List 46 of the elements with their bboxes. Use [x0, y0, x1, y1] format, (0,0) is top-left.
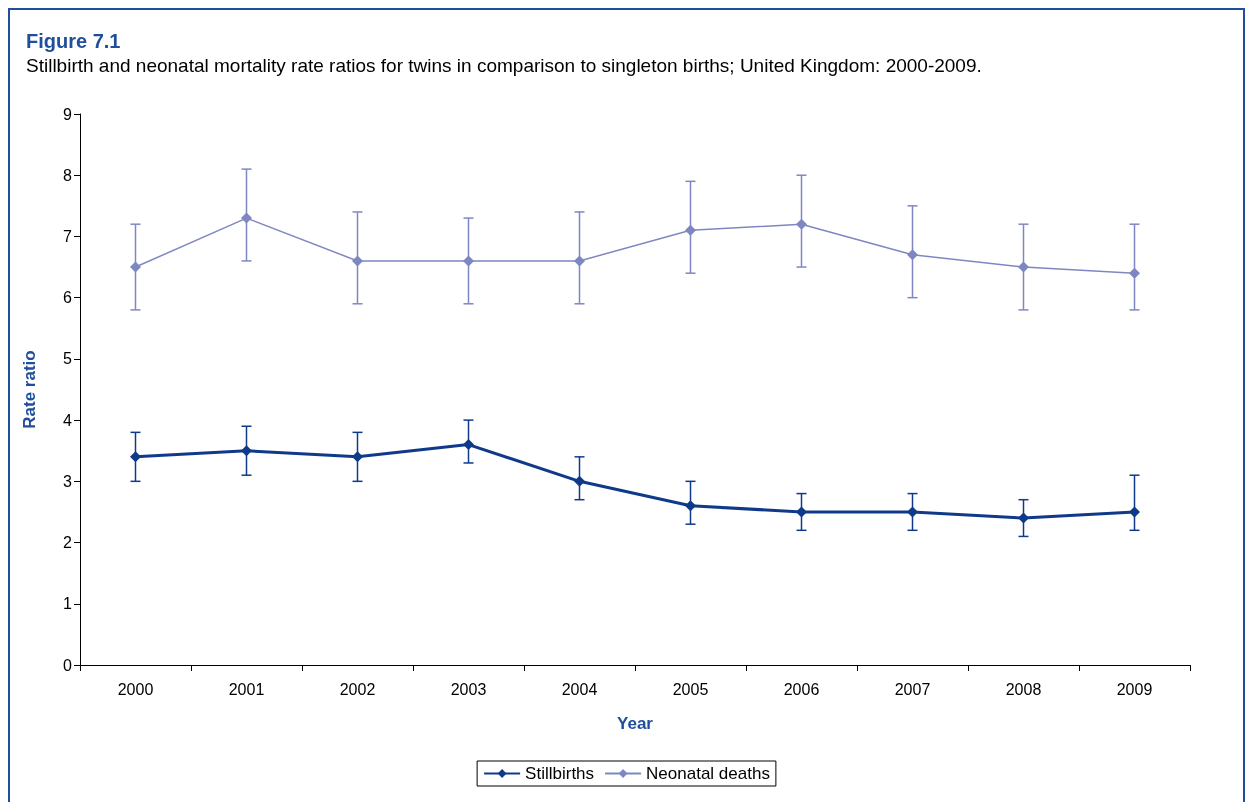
- y-tick-label: 0: [63, 656, 73, 674]
- x-tick-label: 2005: [672, 680, 709, 698]
- point: [352, 255, 363, 267]
- y-tick-label: 5: [63, 350, 73, 368]
- point: [463, 439, 474, 451]
- point: [1129, 506, 1140, 518]
- x-tick-label: 2004: [561, 680, 598, 698]
- legend-label: Neonatal deaths: [646, 764, 770, 783]
- x-axis-title: Year: [617, 714, 654, 733]
- point: [574, 475, 585, 487]
- point: [1129, 267, 1140, 279]
- point: [130, 261, 141, 273]
- x-tick-label: 2007: [894, 680, 931, 698]
- x-tick-label: 2002: [339, 680, 376, 698]
- y-tick-label: 2: [63, 534, 73, 552]
- point: [574, 255, 585, 267]
- x-tick-label: 2008: [1005, 680, 1042, 698]
- y-tick-label: 8: [63, 166, 73, 184]
- x-tick-label: 2006: [783, 680, 820, 698]
- chart-subtitle: Stillbirth and neonatal mortality rate ratios for twins in comparison to singleton births; United Kingdom: 2000-2009.: [26, 55, 982, 77]
- chart-title: Figure 7.1: [26, 30, 121, 53]
- y-tick-label: 4: [63, 411, 73, 429]
- y-tick-label: 7: [63, 227, 73, 245]
- point: [1018, 512, 1029, 524]
- point: [907, 249, 918, 261]
- legend-label: Stillbirths: [525, 764, 595, 783]
- point: [796, 218, 807, 230]
- y-tick-label: 6: [63, 289, 73, 307]
- point: [463, 255, 474, 267]
- point: [907, 506, 918, 518]
- x-tick-label: 2003: [450, 680, 487, 698]
- y-tick-label: 9: [63, 105, 73, 123]
- point: [130, 451, 141, 463]
- point: [685, 224, 696, 236]
- point: [241, 445, 252, 457]
- point: [241, 212, 252, 224]
- x-tick-label: 2000: [117, 680, 154, 698]
- point: [796, 506, 807, 518]
- point: [685, 500, 696, 512]
- x-tick-label: 2009: [1116, 680, 1153, 698]
- x-tick-label: 2001: [228, 680, 265, 698]
- y-tick-label: 3: [63, 472, 73, 490]
- y-tick-label: 1: [63, 595, 73, 613]
- y-axis-title: Rate ratio: [20, 350, 39, 429]
- point: [1018, 261, 1029, 273]
- point: [352, 451, 363, 463]
